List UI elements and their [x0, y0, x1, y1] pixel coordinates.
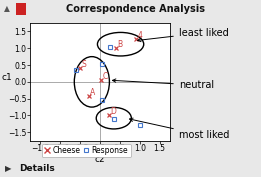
Text: S: S	[81, 60, 86, 69]
Y-axis label: c1: c1	[1, 73, 12, 82]
Text: ▲: ▲	[4, 4, 9, 13]
FancyBboxPatch shape	[16, 3, 26, 15]
Text: 4: 4	[137, 31, 142, 40]
Text: Details: Details	[20, 164, 55, 173]
Text: most liked: most liked	[129, 118, 229, 140]
Legend: Cheese, Response: Cheese, Response	[41, 144, 131, 157]
Text: least liked: least liked	[138, 28, 229, 42]
X-axis label: c2: c2	[94, 155, 105, 164]
Text: Correspondence Analysis: Correspondence Analysis	[66, 4, 205, 14]
Text: C: C	[102, 72, 108, 81]
Text: neutral: neutral	[112, 79, 214, 90]
Text: ▶: ▶	[5, 164, 12, 173]
Text: A: A	[90, 88, 96, 97]
Text: D: D	[110, 107, 116, 116]
Text: B: B	[117, 40, 122, 49]
